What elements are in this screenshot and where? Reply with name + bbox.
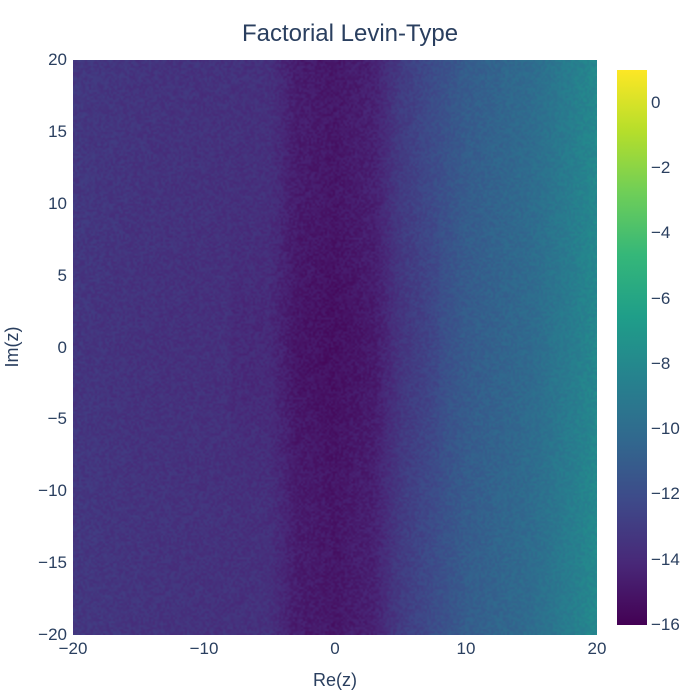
y-tick-label: 15 — [48, 121, 67, 141]
y-tick-label: 0 — [57, 337, 67, 357]
heatmap-canvas[interactable] — [73, 60, 597, 635]
colorbar-tick-label: −14 — [651, 549, 680, 569]
y-axis-label: Im(z) — [2, 326, 22, 368]
x-tick-label: 0 — [330, 639, 340, 658]
colorbar-tick-label: −2 — [651, 157, 671, 177]
chart-title: Factorial Levin-Type — [241, 20, 459, 47]
y-tick-label: 10 — [48, 193, 67, 213]
colorbar — [617, 70, 647, 625]
colorbar-tick-label: −16 — [651, 615, 680, 634]
colorbar-tick-label: −8 — [651, 353, 671, 373]
x-axis-label: Re(z) — [313, 670, 357, 690]
x-tick-label: −10 — [189, 639, 219, 658]
colorbar-tick-label: −10 — [651, 419, 680, 439]
colorbar-tick-label: −6 — [651, 288, 671, 308]
colorbar-tick-label: −12 — [651, 484, 680, 504]
y-tick-label: −10 — [38, 481, 67, 501]
y-tick-label: −15 — [38, 553, 67, 573]
y-tick-label: 20 — [48, 50, 67, 69]
y-tick-label: 5 — [57, 265, 67, 285]
colorbar-gradient — [617, 70, 647, 625]
x-tick-label: 20 — [587, 639, 607, 658]
colorbar-tick-label: 0 — [651, 92, 661, 112]
colorbar-tick-label: −4 — [651, 223, 671, 243]
heatmap-plot-area[interactable] — [73, 60, 597, 635]
y-tick-label: −20 — [38, 625, 67, 644]
y-tick-label: −5 — [47, 409, 67, 429]
x-tick-label: −20 — [58, 639, 88, 658]
x-tick-label: 10 — [456, 639, 476, 658]
